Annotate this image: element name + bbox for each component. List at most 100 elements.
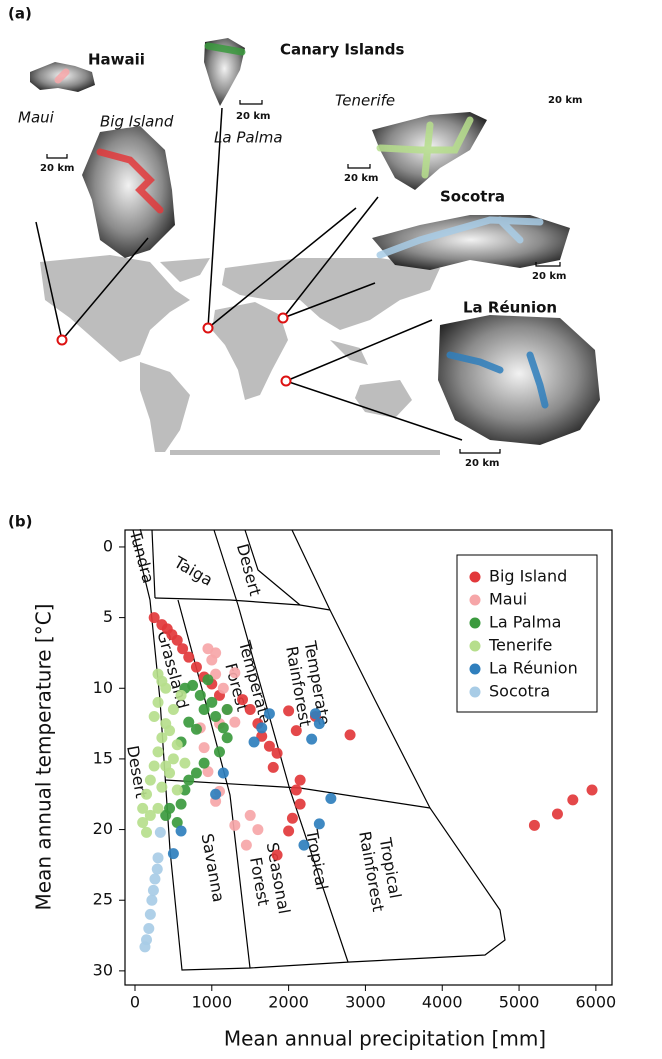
data-point bbox=[175, 689, 187, 701]
x-tick-label: 4000 bbox=[422, 993, 463, 1012]
data-point bbox=[586, 784, 598, 796]
legend-label: Maui bbox=[489, 590, 527, 609]
data-point bbox=[237, 694, 249, 706]
data-point bbox=[271, 747, 283, 759]
data-point bbox=[313, 718, 325, 730]
legend-marker bbox=[469, 594, 481, 606]
group-label: Canary Islands bbox=[280, 41, 405, 59]
data-point bbox=[256, 730, 268, 742]
legend-marker bbox=[469, 571, 481, 583]
data-point bbox=[290, 725, 302, 737]
data-point bbox=[156, 781, 168, 793]
data-point bbox=[210, 711, 222, 723]
data-point bbox=[154, 826, 166, 838]
data-point bbox=[144, 809, 156, 821]
data-point bbox=[160, 809, 172, 821]
data-point bbox=[309, 708, 321, 720]
data-point bbox=[148, 711, 160, 723]
data-point bbox=[528, 819, 540, 831]
data-point bbox=[217, 682, 229, 694]
x-tick-label: 0 bbox=[130, 993, 140, 1012]
data-point bbox=[167, 703, 179, 715]
connector-lines bbox=[35, 107, 463, 441]
panel-label: (a) bbox=[8, 5, 32, 23]
data-point bbox=[344, 729, 356, 741]
data-point bbox=[551, 808, 563, 820]
data-point bbox=[294, 798, 306, 810]
x-axis-title: Mean annual precipitation [mm] bbox=[224, 1027, 546, 1051]
data-point bbox=[160, 760, 172, 772]
scale-label: 20 km bbox=[236, 111, 270, 122]
data-point bbox=[244, 703, 256, 715]
group-label: Socotra bbox=[440, 188, 505, 206]
data-point bbox=[263, 708, 275, 720]
data-point bbox=[221, 703, 233, 715]
y-tick-label: 5 bbox=[103, 607, 113, 626]
data-point bbox=[152, 852, 164, 864]
y-axis-title: Mean annual temperature [°C] bbox=[32, 604, 56, 911]
data-point bbox=[175, 825, 187, 837]
data-point bbox=[190, 767, 202, 779]
data-point bbox=[210, 647, 222, 659]
scale-label: 20 km bbox=[40, 163, 74, 174]
panel-label: (b) bbox=[8, 513, 32, 531]
data-point bbox=[148, 760, 160, 772]
legend-label: Tenerife bbox=[488, 636, 552, 655]
data-point bbox=[206, 696, 218, 708]
legend-marker bbox=[469, 686, 481, 698]
data-point bbox=[252, 824, 264, 836]
data-point bbox=[294, 774, 306, 786]
x-tick-label: 2000 bbox=[268, 993, 309, 1012]
data-point bbox=[177, 643, 189, 655]
data-point bbox=[244, 809, 256, 821]
y-tick-label: 0 bbox=[103, 536, 113, 555]
plot-frame bbox=[124, 529, 613, 986]
y-tick-label: 20 bbox=[93, 819, 113, 838]
data-point bbox=[306, 733, 318, 745]
y-tick-label: 15 bbox=[93, 748, 113, 767]
scale-label: 20 km bbox=[548, 95, 582, 106]
data-point bbox=[175, 798, 187, 810]
legend-label: La Réunion bbox=[489, 659, 578, 678]
world-map bbox=[40, 255, 440, 455]
data-point bbox=[229, 716, 241, 728]
y-tick-label: 10 bbox=[93, 678, 113, 697]
data-point bbox=[210, 668, 222, 680]
data-point bbox=[210, 788, 222, 800]
data-point bbox=[144, 774, 156, 786]
data-point bbox=[313, 818, 325, 830]
data-point bbox=[290, 784, 302, 796]
data-point bbox=[141, 826, 153, 838]
data-point bbox=[143, 922, 155, 934]
scale-bars bbox=[46, 100, 561, 454]
data-point bbox=[198, 757, 210, 769]
data-point bbox=[148, 612, 160, 624]
data-point bbox=[152, 802, 164, 814]
legend-box bbox=[456, 554, 598, 713]
data-point bbox=[152, 746, 164, 758]
legend-marker bbox=[469, 663, 481, 675]
data-point bbox=[156, 732, 168, 744]
data-point bbox=[256, 722, 268, 734]
data-point bbox=[137, 817, 149, 828]
data-point bbox=[171, 817, 183, 828]
biome-boundaries bbox=[132, 529, 506, 971]
data-point bbox=[146, 894, 158, 906]
x-tick-label: 5000 bbox=[499, 993, 540, 1012]
group-label: La Réunion bbox=[463, 299, 557, 317]
y-tick-label: 25 bbox=[93, 890, 113, 909]
biome-label: Desert bbox=[233, 542, 265, 598]
data-point bbox=[229, 819, 241, 831]
legend-label: Big Island bbox=[489, 567, 567, 586]
biome-label: Taiga bbox=[170, 552, 216, 590]
group-label: Hawaii bbox=[88, 51, 145, 69]
data-point bbox=[202, 766, 214, 778]
data-point bbox=[167, 753, 179, 765]
data-point bbox=[567, 794, 579, 806]
sample-tracks bbox=[54, 42, 549, 409]
data-point bbox=[190, 723, 202, 735]
island-label: Maui bbox=[18, 109, 55, 127]
data-point bbox=[263, 740, 275, 752]
